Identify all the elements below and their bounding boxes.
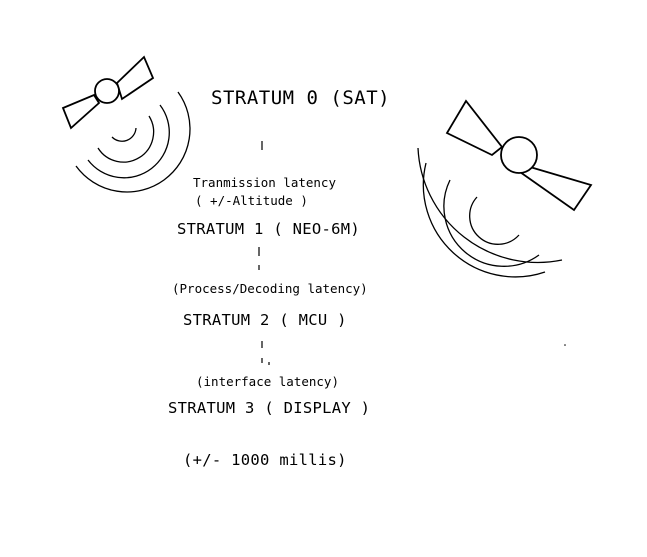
transmission-latency-label: Tranmission latency — [193, 175, 336, 190]
process-latency-label: (Process/Decoding latency) — [172, 281, 368, 296]
stratum-0-label: STRATUM 0 (SAT) — [211, 87, 391, 109]
satellite-icon-right — [417, 99, 593, 346]
total-latency-label: (+/- 1000 millis) — [183, 451, 347, 469]
stratum-3-label: STRATUM 3 ( DISPLAY ) — [168, 399, 371, 417]
stratum-1-label: STRATUM 1 ( NEO-6M) — [177, 220, 361, 238]
connector-lines — [258, 141, 270, 365]
stratum-2-label: STRATUM 2 ( MCU ) — [183, 311, 347, 329]
altitude-note: ( +/-Altitude ) — [195, 193, 308, 208]
interface-latency-label: (interface latency) — [196, 374, 339, 389]
satellite-icon-left — [61, 55, 191, 193]
